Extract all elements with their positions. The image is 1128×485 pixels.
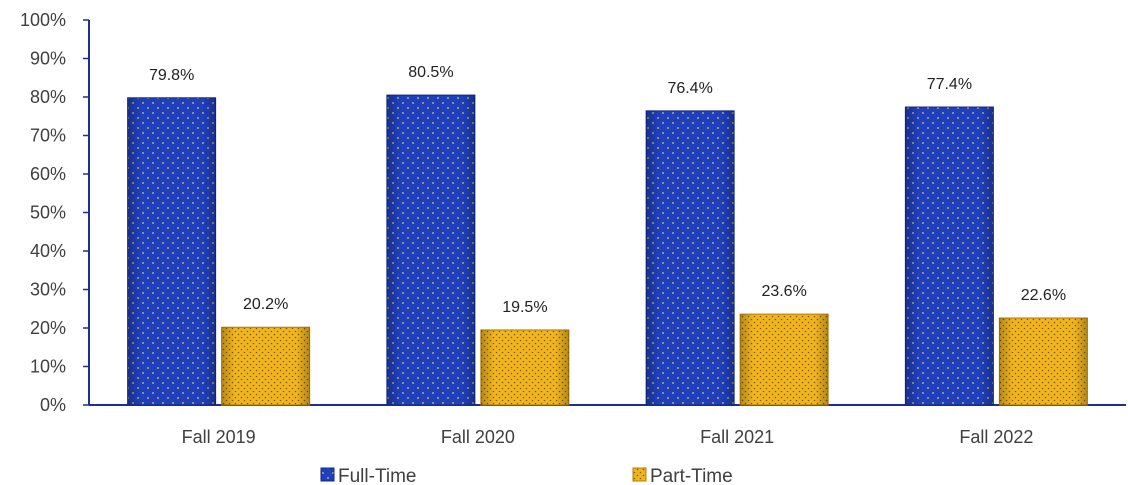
x-tick-labels: Fall 2019 Fall 2020 Fall 2021 Fall 2022 [182,427,1034,447]
y-tick-label: 20% [30,318,66,338]
bars [127,94,1088,406]
legend-swatch [632,467,647,482]
legend-item: Full-Time [320,466,416,485]
y-tick-label: 50% [30,203,66,223]
data-label: 76.4% [667,80,712,97]
legend-label: Full-Time [338,466,416,485]
x-tick-label: Fall 2022 [959,427,1033,447]
bar-shading [999,317,1088,405]
data-label: 20.2% [243,296,288,313]
y-tick-label: 100% [20,10,66,30]
y-tick-label: 30% [30,280,66,300]
data-label: 19.5% [502,299,547,316]
data-label: 22.6% [1021,287,1066,304]
y-tick-label: 80% [30,87,66,107]
y-tick-label: 60% [30,164,66,184]
data-labels: 79.8% 20.2% 80.5% 19.5% 76.4% 23.6% 77.4% 22.6% [149,64,1066,316]
y-tick-label: 0% [40,395,66,415]
legend-label: Part-Time [650,466,733,485]
bar-shading [386,95,475,405]
y-tick-label: 10% [30,357,66,377]
legend-swatch [320,467,335,482]
bar-shading [646,110,735,406]
y-ticks: 0% 10% 20% 30% 40% 50% 60% 70% 80% 90% 100% [20,10,89,415]
data-label: 23.6% [761,283,806,300]
y-tick-label: 70% [30,126,66,146]
bar-shading [127,97,216,406]
y-tick-label: 40% [30,241,66,261]
bar-shading [221,327,310,405]
data-label: 77.4% [927,76,972,93]
data-label: 79.8% [149,67,194,84]
x-tick-label: Fall 2020 [441,427,515,447]
bar-shading [740,314,829,405]
x-tick-label: Fall 2021 [700,427,774,447]
data-label: 80.5% [408,64,453,81]
bar-shading [905,107,994,405]
legend: Full-Time Part-Time [320,466,733,485]
bar-shading [480,329,569,405]
legend-item: Part-Time [632,466,733,485]
y-tick-label: 90% [30,49,66,69]
x-tick-label: Fall 2019 [182,427,256,447]
